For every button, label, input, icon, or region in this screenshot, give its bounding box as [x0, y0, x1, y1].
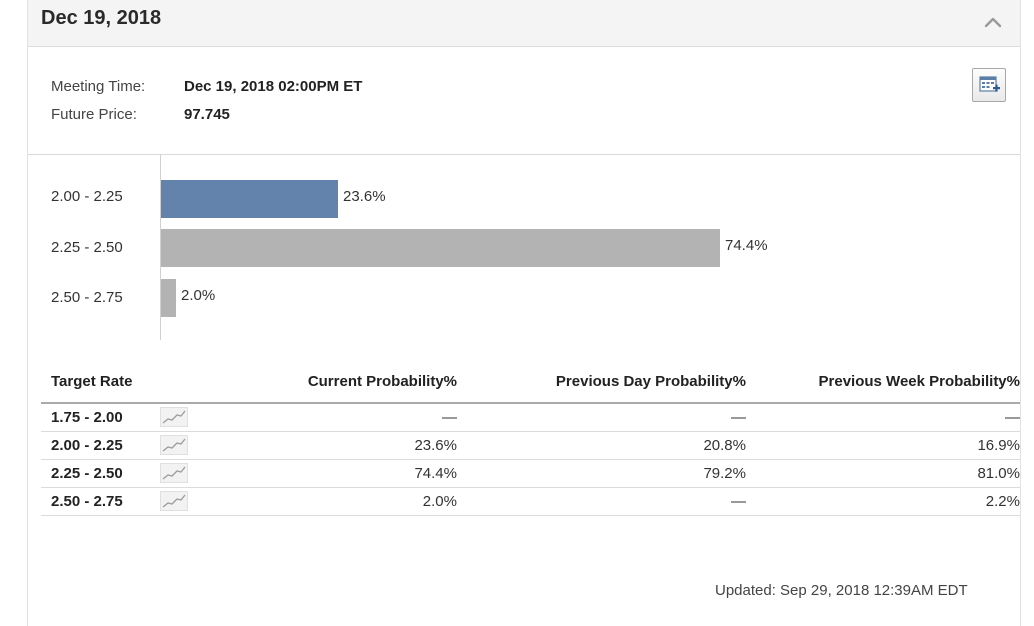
table-row: 1.75 - 2.00 — — —	[41, 404, 1020, 432]
meeting-panel: Dec 19, 2018 Meeting Time: Dec 19, 2018 …	[27, 0, 1021, 626]
meeting-time-value: Dec 19, 2018 02:00PM ET	[184, 78, 363, 95]
bar-category-label: 2.25 - 2.50	[51, 239, 123, 256]
sparkline-chart-icon[interactable]	[160, 491, 188, 511]
column-header-previous-day-probability[interactable]: Previous Day Probability%	[555, 373, 746, 390]
target-rate-cell: 2.25 - 2.50	[51, 465, 123, 482]
previous-day-probability-cell: —	[731, 493, 746, 510]
column-header-previous-week-probability[interactable]: Previous Week Probability%	[818, 373, 1020, 390]
add-to-calendar-icon	[979, 76, 1000, 92]
current-probability-cell: —	[442, 409, 457, 426]
current-probability-cell: 23.6%	[414, 437, 457, 454]
updated-timestamp: Updated: Sep 29, 2018 12:39AM EDT	[715, 582, 968, 599]
section-divider	[28, 154, 1020, 155]
probability-bar-chart: 2.00 - 2.25 2.25 - 2.50 2.50 - 2.75 23.6…	[28, 155, 1020, 340]
current-probability-cell: 74.4%	[414, 465, 457, 482]
previous-week-probability-cell: 2.2%	[985, 493, 1020, 510]
column-header-current-probability[interactable]: Current Probability%	[307, 373, 457, 390]
meeting-date-title: Dec 19, 2018	[41, 7, 162, 29]
bar-value-label: 2.0%	[181, 287, 216, 304]
table-row: 2.00 - 2.25 23.6% 20.8% 16.9%	[41, 432, 1020, 460]
table-header-border	[41, 402, 1020, 404]
bar-value-label: 74.4%	[725, 237, 768, 254]
sparkline-chart-icon[interactable]	[160, 435, 188, 455]
previous-day-probability-cell: 79.2%	[703, 465, 746, 482]
future-price-value: 97.745	[184, 106, 230, 123]
current-probability-cell: 2.0%	[422, 493, 457, 510]
panel-header[interactable]: Dec 19, 2018	[28, 0, 1020, 47]
previous-day-probability-cell: 20.8%	[703, 437, 746, 454]
column-header-target-rate[interactable]: Target Rate	[51, 373, 133, 390]
target-rate-cell: 1.75 - 2.00	[51, 409, 123, 426]
target-rate-cell: 2.50 - 2.75	[51, 493, 123, 510]
previous-day-probability-cell: —	[731, 409, 746, 426]
sparkline-chart-icon[interactable]	[160, 463, 188, 483]
add-to-calendar-button[interactable]	[972, 68, 1006, 102]
bar-category-label: 2.50 - 2.75	[51, 289, 123, 306]
previous-week-probability-cell: —	[1005, 409, 1020, 426]
sparkline-chart-icon[interactable]	[160, 407, 188, 427]
probability-bar[interactable]	[161, 279, 176, 317]
previous-week-probability-cell: 81.0%	[977, 465, 1020, 482]
table-row: 2.50 - 2.75 2.0% — 2.2%	[41, 488, 1020, 516]
future-price-label: Future Price:	[51, 106, 137, 123]
chart-axis-line	[160, 155, 161, 340]
bar-category-label: 2.00 - 2.25	[51, 188, 123, 205]
target-rate-cell: 2.00 - 2.25	[51, 437, 123, 454]
table-row: 2.25 - 2.50 74.4% 79.2% 81.0%	[41, 460, 1020, 488]
bar-value-label: 23.6%	[343, 188, 386, 205]
meeting-time-label: Meeting Time:	[51, 78, 146, 95]
chevron-up-icon[interactable]	[981, 11, 1005, 35]
previous-week-probability-cell: 16.9%	[977, 437, 1020, 454]
probability-bar[interactable]	[161, 229, 720, 267]
probability-bar[interactable]	[161, 180, 338, 218]
